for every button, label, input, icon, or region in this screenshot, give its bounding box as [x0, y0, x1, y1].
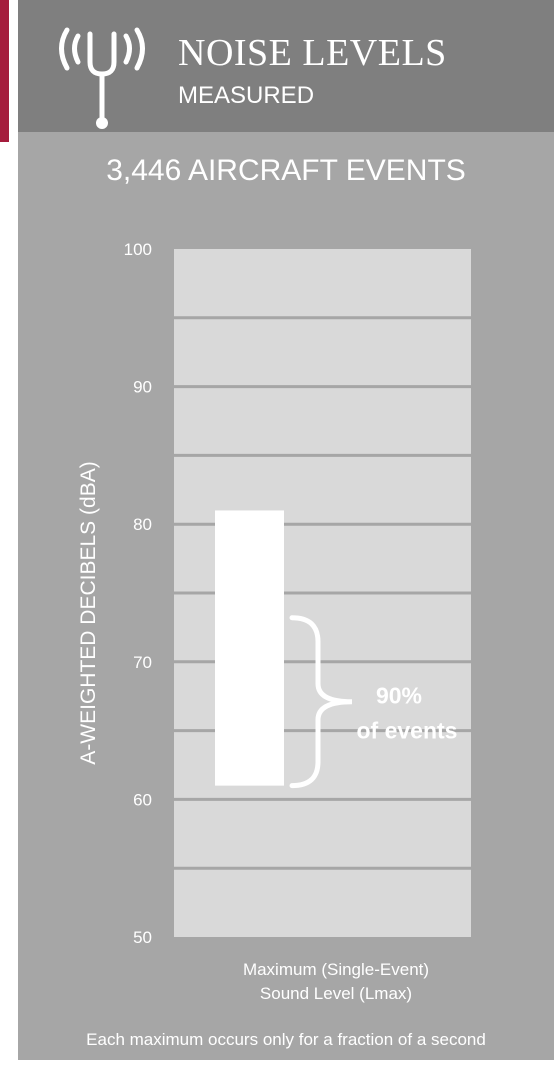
- tuning-fork-sound-icon: [59, 27, 145, 129]
- header-subtitle: MEASURED: [178, 82, 315, 109]
- noise-levels-panel: NOISE LEVELS MEASURED 3,446 AIRCRAFT EVE…: [18, 0, 554, 1060]
- y-axis-label: A-WEIGHTED DECIBELS (dBA): [77, 461, 100, 764]
- y-tick-label: 100: [124, 240, 152, 259]
- annotation-percent: 90%: [376, 683, 422, 709]
- x-caption-line-1: Maximum (Single-Event): [242, 960, 430, 979]
- y-tick-label: 80: [133, 515, 152, 534]
- header-title: NOISE LEVELS: [178, 32, 447, 74]
- lmax-range-bar: [215, 510, 284, 786]
- x-caption-line-2: Sound Level (Lmax): [259, 984, 413, 1003]
- y-tick-label: 60: [133, 790, 152, 809]
- y-tick-label: 70: [133, 653, 152, 672]
- event-count-label: 3,446 AIRCRAFT EVENTS: [106, 154, 466, 187]
- header: NOISE LEVELS MEASURED: [18, 0, 554, 132]
- y-tick-label: 50: [133, 928, 152, 947]
- x-axis-caption: Maximum (Single-Event) Sound Level (Lmax…: [186, 958, 486, 1006]
- footnote: Each maximum occurs only for a fraction …: [86, 1030, 486, 1049]
- y-tick-label: 90: [133, 378, 152, 397]
- annotation-of-events: of events: [357, 718, 458, 744]
- range-brace: [289, 615, 353, 789]
- accent-bar: [0, 0, 9, 142]
